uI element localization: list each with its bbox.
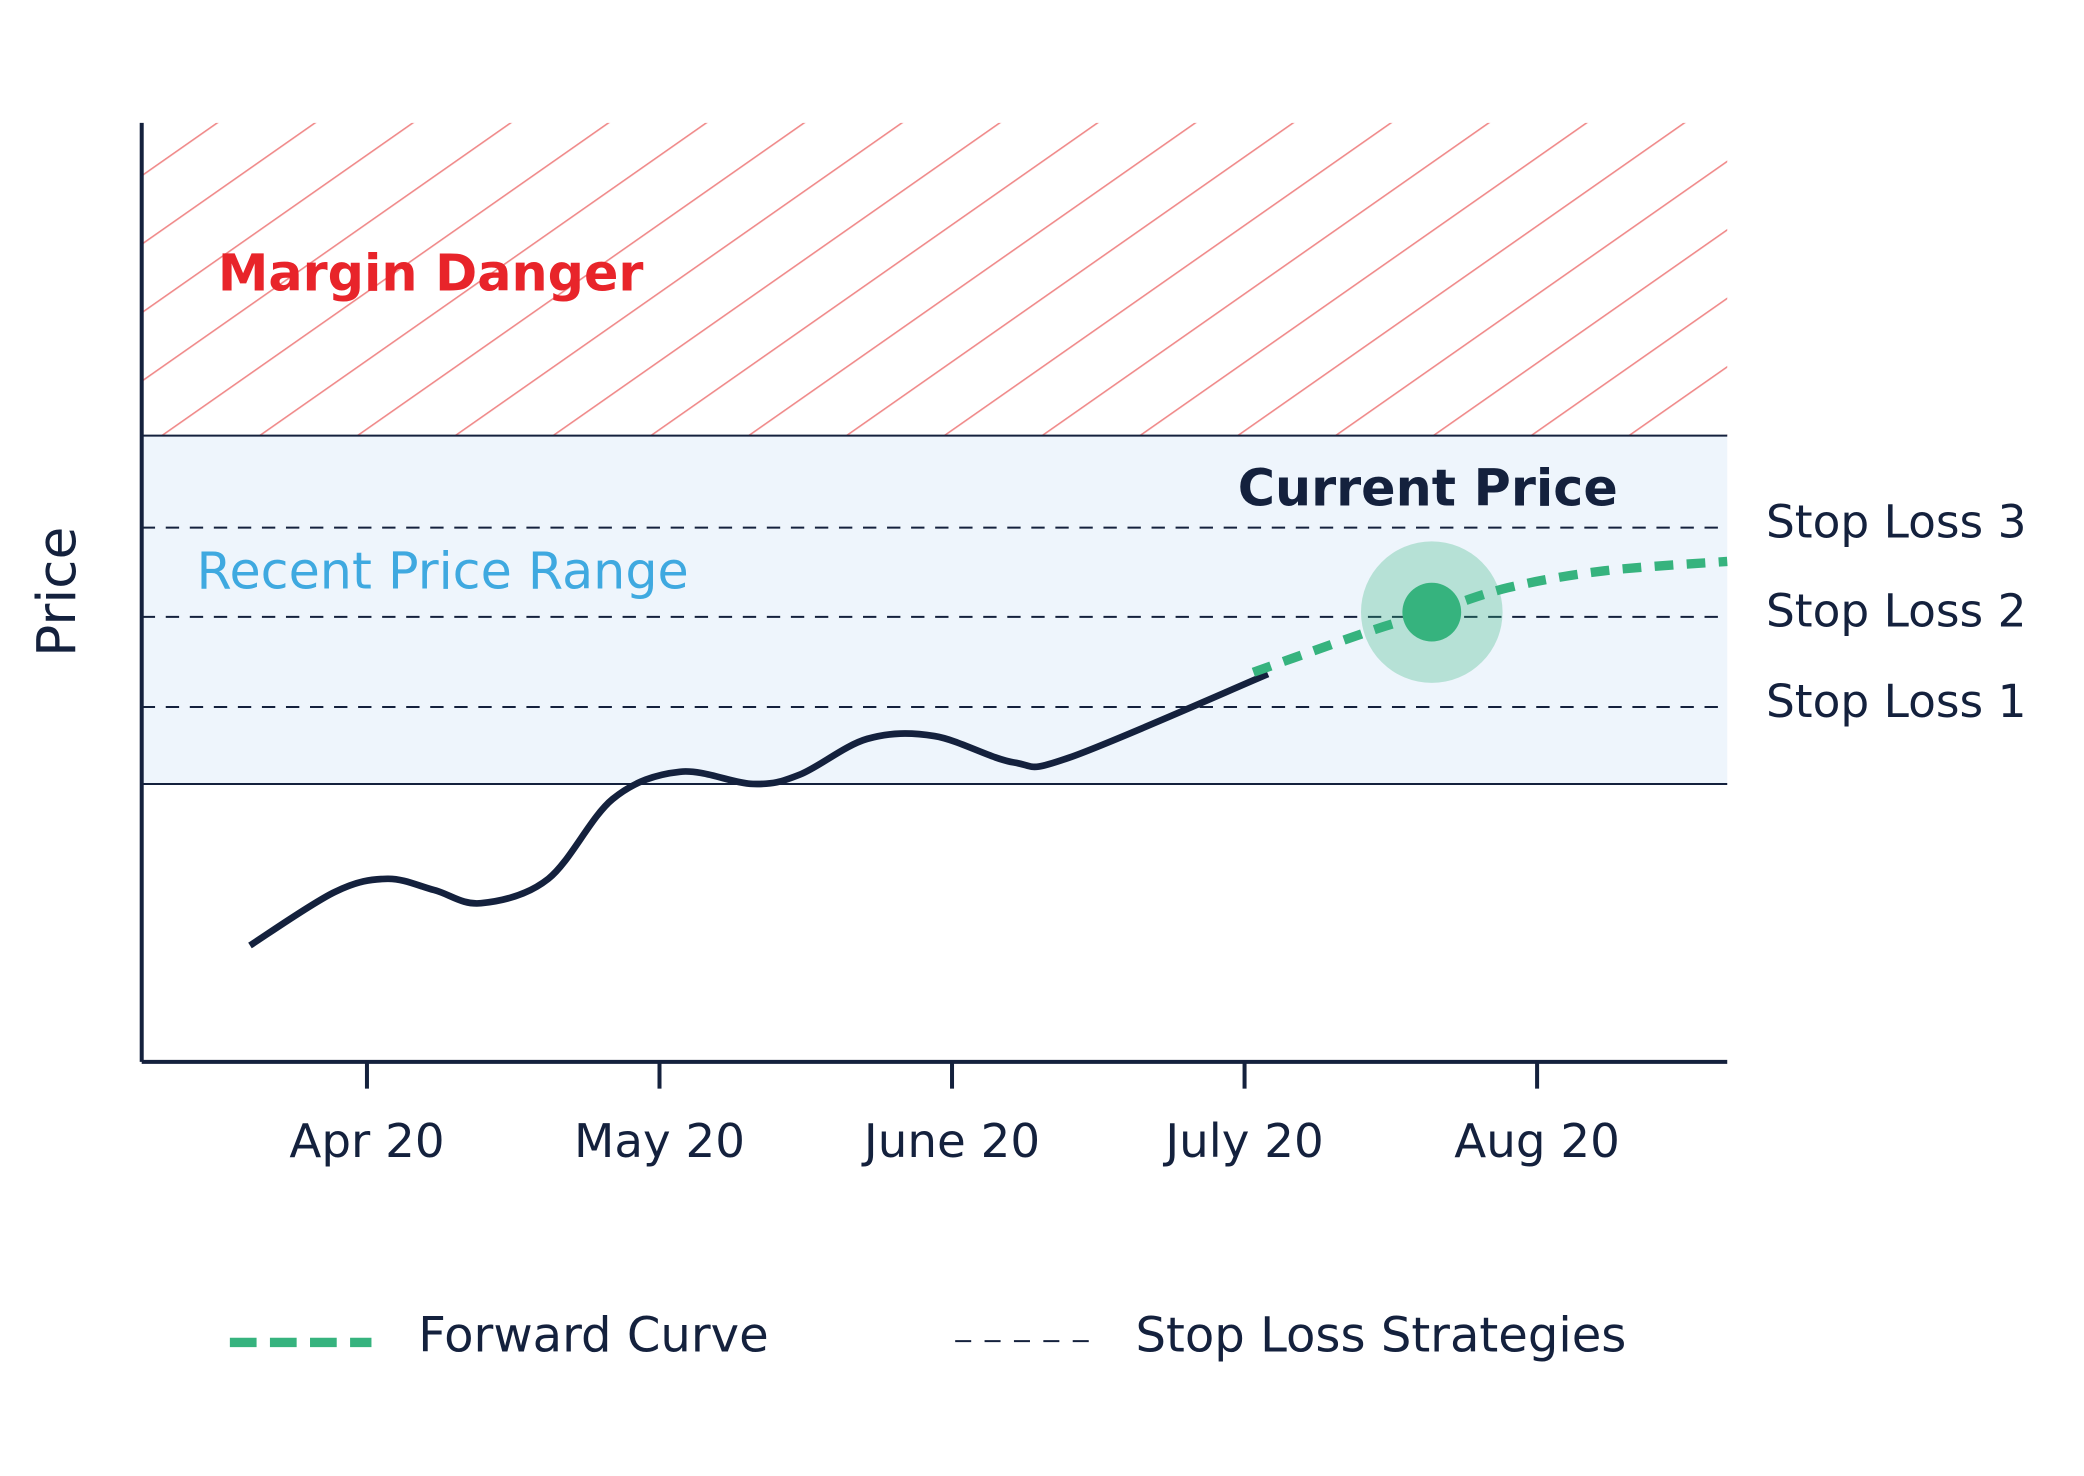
zones: Margin Danger Recent Price Range	[141, 122, 1728, 785]
zone-label: Recent Price Range	[196, 541, 688, 600]
y-axis-label: Price	[25, 527, 88, 657]
stop-loss-label: Stop Loss 1	[1766, 675, 2027, 728]
stop-loss-label: Stop Loss 3	[1766, 495, 2027, 548]
stop-loss-label: Stop Loss 2	[1766, 585, 2027, 638]
x-tick-label: June 20	[861, 1115, 1040, 1169]
price-line	[248, 671, 1270, 949]
plot: Stop Loss 3 Stop Loss 2 Stop Loss 1 Apr 20 M…	[139, 122, 2027, 1363]
annotation-label: Current Price	[1238, 459, 1618, 518]
legend-label: Stop Loss Strategies	[1136, 1307, 1627, 1363]
current-price-point	[1402, 582, 1462, 642]
legend-label: Forward Curve	[418, 1307, 768, 1363]
danger-zone	[141, 122, 1728, 436]
x-tick-label: Aug 20	[1454, 1115, 1620, 1169]
x-tick-label: Apr 20	[289, 1115, 444, 1169]
x-tick-label: July 20	[1162, 1115, 1323, 1169]
zone-label: Margin Danger	[218, 243, 644, 302]
x-tick-label: May 20	[574, 1115, 745, 1169]
range-zone	[141, 435, 1728, 784]
